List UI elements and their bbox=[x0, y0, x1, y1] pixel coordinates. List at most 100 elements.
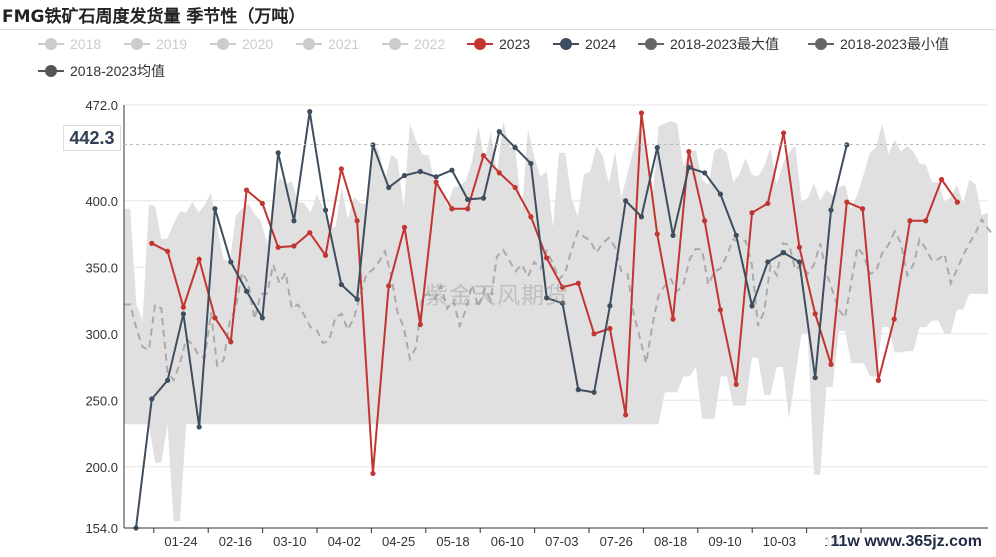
legend-marker-2018 bbox=[45, 38, 57, 50]
series-2024-point bbox=[228, 259, 234, 265]
series-2023-point bbox=[796, 244, 803, 250]
series-2024-point bbox=[338, 281, 344, 288]
series-2023-point bbox=[164, 248, 171, 254]
series-2023-line bbox=[151, 112, 959, 474]
series-2024-point bbox=[528, 160, 534, 167]
series-2023-point bbox=[243, 187, 250, 193]
series-2023-point bbox=[212, 315, 218, 321]
series-2024-point bbox=[717, 191, 724, 197]
series-2023-point bbox=[812, 311, 818, 317]
legend-label-2018-2023最大值: 2018-2023最大值 bbox=[670, 36, 779, 52]
x-tick-label: 06-10 bbox=[491, 534, 524, 549]
series-2024-point bbox=[480, 195, 487, 201]
legend-label-2018: 2018 bbox=[70, 36, 101, 52]
legend-marker-2023 bbox=[474, 38, 486, 50]
series-2024-point bbox=[243, 288, 250, 294]
series-2024-point bbox=[812, 375, 818, 381]
x-tick-label: 03-10 bbox=[273, 534, 306, 549]
series-2024-point bbox=[623, 198, 629, 204]
series-2023-point bbox=[575, 280, 581, 286]
series-2024-point bbox=[607, 303, 613, 309]
series-2024-point bbox=[417, 168, 423, 175]
y-tick-label: 200.0 bbox=[85, 460, 118, 475]
y-tick-label: 250.0 bbox=[85, 393, 118, 408]
series-2023-point bbox=[417, 321, 423, 328]
series-2023-point bbox=[923, 218, 929, 224]
series-2024-point bbox=[733, 232, 739, 238]
series-2023-point bbox=[149, 240, 155, 246]
series-2024-point bbox=[259, 315, 265, 321]
axis-pointer-value: 442.3 bbox=[63, 125, 121, 151]
series-2023-point bbox=[259, 200, 265, 207]
series-2023-point bbox=[559, 284, 566, 290]
series-2024-point bbox=[796, 259, 803, 265]
series-2023-point bbox=[322, 252, 329, 258]
y-tick-label: 300.0 bbox=[85, 327, 118, 342]
series-2023-point bbox=[591, 331, 597, 337]
series-2023-point bbox=[844, 199, 850, 205]
series-2023-point bbox=[275, 244, 281, 250]
series-2023-point bbox=[670, 316, 676, 322]
series-2023-point bbox=[180, 304, 186, 310]
series-2023-point bbox=[907, 218, 913, 224]
series-2024-point bbox=[180, 311, 186, 317]
series-2023-point bbox=[370, 470, 376, 477]
y-tick-label: 154.0 bbox=[85, 521, 118, 536]
legend-marker-2020 bbox=[217, 38, 229, 50]
x-tick-label: 04-25 bbox=[382, 534, 415, 549]
series-2024-point bbox=[575, 387, 581, 393]
x-tick-label: 09-10 bbox=[708, 534, 741, 549]
series-2023-point bbox=[338, 166, 344, 172]
series-2023-point bbox=[828, 361, 834, 367]
series-2024-point bbox=[749, 303, 755, 309]
series-2023-point bbox=[354, 218, 360, 224]
series-2023-point bbox=[891, 316, 897, 322]
legend-label-2023: 2023 bbox=[499, 36, 530, 52]
series-2024-point bbox=[496, 129, 502, 135]
legend-marker-2024 bbox=[560, 38, 572, 50]
series-2023-point bbox=[307, 230, 313, 236]
title-divider bbox=[0, 29, 996, 30]
series-2024-point bbox=[275, 150, 281, 156]
series-2024-point bbox=[307, 109, 313, 115]
series-2024-point bbox=[354, 296, 360, 302]
series-2023-point bbox=[528, 214, 534, 220]
series-2023-point bbox=[733, 381, 739, 387]
legend-label-2018-2023最小值: 2018-2023最小值 bbox=[840, 36, 949, 52]
series-2024-point bbox=[654, 144, 660, 151]
legend-label-2019: 2019 bbox=[156, 36, 187, 52]
series-2023-point bbox=[449, 206, 455, 212]
series-2024-point bbox=[322, 207, 329, 213]
chart-title: FMG铁矿石周度发货量 季节性（万吨） bbox=[2, 7, 306, 27]
series-2024-point bbox=[401, 172, 408, 179]
legend-label-2022: 2022 bbox=[414, 36, 445, 52]
series-2023-point bbox=[954, 199, 960, 205]
series-2023-point bbox=[433, 179, 439, 185]
legend-marker-2022 bbox=[389, 38, 401, 50]
series-2024-point bbox=[196, 424, 202, 430]
series-2023-point bbox=[654, 231, 660, 237]
series-2023-point bbox=[717, 307, 724, 313]
series-2023-point bbox=[781, 130, 787, 136]
series-2023-point bbox=[749, 210, 755, 216]
series-2023-point bbox=[607, 325, 613, 332]
series-2024-point bbox=[512, 144, 518, 151]
x-tick-label: 01-24 bbox=[164, 534, 197, 549]
x-tick-label: 02-16 bbox=[219, 534, 252, 549]
series-2023-point bbox=[765, 200, 771, 207]
series-2023-point bbox=[686, 148, 692, 155]
series-2024-point bbox=[164, 377, 171, 383]
legend-marker-2018-2023均值 bbox=[45, 65, 57, 77]
x-tick-label: 07-26 bbox=[600, 534, 633, 549]
series-2024-point bbox=[465, 196, 471, 203]
series-2024-point bbox=[449, 167, 455, 173]
legend-marker-2019 bbox=[131, 38, 143, 50]
x-tick-label: 07-03 bbox=[545, 534, 578, 549]
series-2023-point bbox=[859, 206, 866, 212]
series-2023-point bbox=[544, 255, 550, 261]
series-2023-point bbox=[623, 412, 629, 418]
watermark-text: 紫金天风期货 bbox=[425, 283, 569, 309]
legend-marker-2021 bbox=[303, 38, 315, 50]
series-2023-point bbox=[702, 218, 708, 224]
